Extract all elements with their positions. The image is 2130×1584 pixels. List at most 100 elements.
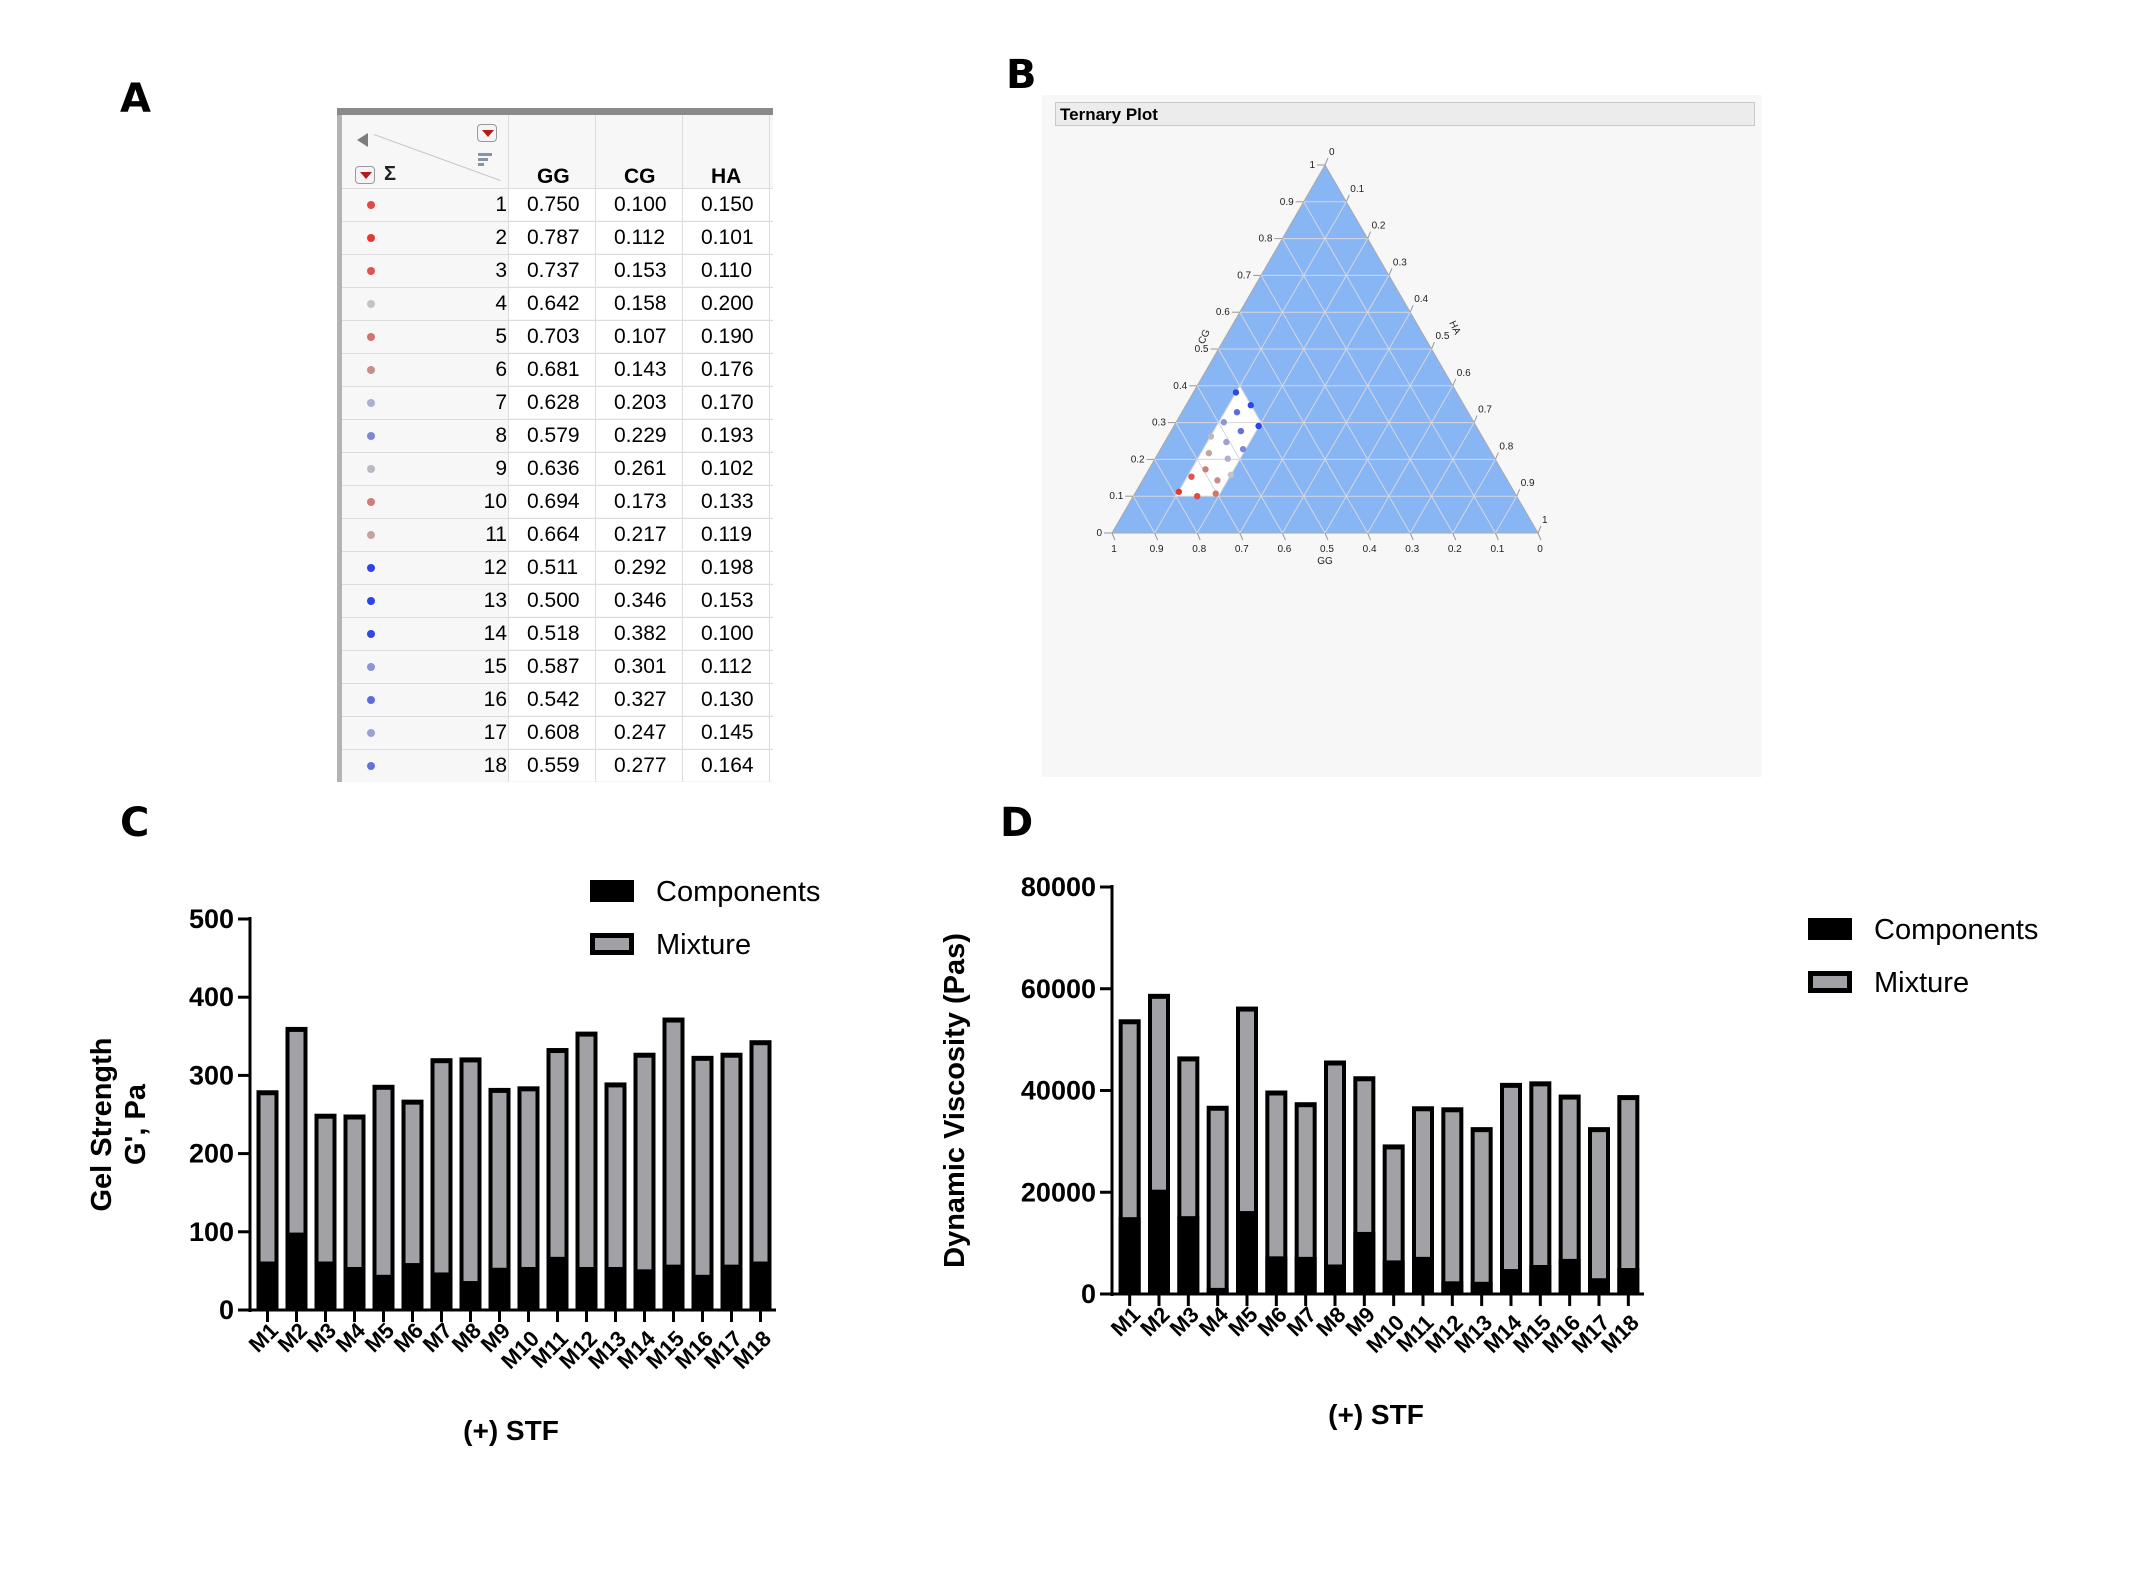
cell-ha[interactable]: 0.112 — [701, 655, 752, 678]
columns-menu-dropdown-icon[interactable] — [477, 124, 497, 142]
cell-gg[interactable]: 0.628 — [527, 391, 580, 414]
cell-gg[interactable]: 0.737 — [527, 259, 580, 282]
cell-gg[interactable]: 0.579 — [527, 424, 580, 447]
table-row[interactable]: 14 0.518 0.382 0.100 — [342, 618, 773, 651]
collapse-arrow-icon[interactable] — [357, 133, 368, 147]
cell-gg[interactable]: 0.703 — [527, 325, 580, 348]
cell-gg[interactable]: 0.587 — [527, 655, 580, 678]
cell-cg[interactable]: 0.217 — [614, 523, 667, 546]
bar-components — [575, 1266, 598, 1310]
cell-gg[interactable]: 0.511 — [527, 556, 578, 579]
column-header-ha[interactable]: HA — [711, 165, 742, 188]
rows-menu-dropdown-icon[interactable] — [355, 166, 375, 184]
cell-gg[interactable]: 0.559 — [527, 754, 580, 777]
cell-cg[interactable]: 0.382 — [614, 622, 667, 645]
cell-cg[interactable]: 0.153 — [614, 259, 667, 282]
table-row[interactable]: 5 0.703 0.107 0.190 — [342, 321, 773, 354]
column-header-cg[interactable]: CG — [624, 165, 656, 188]
table-row[interactable]: 9 0.636 0.261 0.102 — [342, 453, 773, 486]
gel-strength-chart: 0100200300400500M1M2M3M4M5M6M7M8M9M10M11… — [86, 876, 820, 1446]
cell-cg[interactable]: 0.173 — [614, 490, 667, 513]
table-row[interactable]: 13 0.500 0.346 0.153 — [342, 585, 773, 618]
cell-gg[interactable]: 0.750 — [527, 193, 580, 216]
y-axis-title: Dynamic Viscosity (Pas) — [939, 933, 971, 1268]
tick-gg — [1324, 532, 1329, 541]
tick-gg — [1239, 532, 1244, 541]
cell-gg[interactable]: 0.608 — [527, 721, 580, 744]
y-tick-label: 80000 — [1021, 872, 1096, 902]
column-header-gg[interactable]: GG — [537, 165, 570, 188]
tick-label-ha: 0.5 — [1436, 331, 1450, 342]
cell-cg[interactable]: 0.112 — [614, 226, 665, 249]
ternary-point — [1207, 433, 1215, 440]
bar-components — [517, 1266, 540, 1310]
table-row[interactable]: 12 0.511 0.292 0.198 — [342, 552, 773, 585]
cell-ha[interactable]: 0.200 — [701, 292, 754, 315]
table-row[interactable]: 18 0.559 0.277 0.164 — [342, 750, 773, 782]
bar-mixture — [1592, 1132, 1606, 1294]
cell-cg[interactable]: 0.107 — [614, 325, 667, 348]
table-row[interactable]: 1 0.750 0.100 0.150 — [342, 189, 773, 222]
table-row[interactable]: 4 0.642 0.158 0.200 — [342, 288, 773, 321]
cell-ha[interactable]: 0.193 — [701, 424, 754, 447]
cell-ha[interactable]: 0.198 — [701, 556, 754, 579]
table-row[interactable]: 2 0.787 0.112 0.101 — [342, 222, 773, 255]
cell-cg[interactable]: 0.261 — [614, 457, 667, 480]
table-row[interactable]: 10 0.694 0.173 0.133 — [342, 486, 773, 519]
cell-cg[interactable]: 0.229 — [614, 424, 667, 447]
tick-label-ha: 0.8 — [1499, 441, 1513, 452]
cell-cg[interactable]: 0.143 — [614, 358, 667, 381]
cell-gg[interactable]: 0.636 — [527, 457, 580, 480]
table-row[interactable]: 11 0.664 0.217 0.119 — [342, 519, 773, 552]
cell-cg[interactable]: 0.158 — [614, 292, 667, 315]
cell-gg[interactable]: 0.500 — [527, 589, 580, 612]
table-row[interactable]: 6 0.681 0.143 0.176 — [342, 354, 773, 387]
data-table: Σ GG CG HA 1 0.750 0.100 0.150 2 0.787 0.112 0.… — [337, 108, 773, 782]
tick-gg — [1494, 532, 1499, 541]
cell-ha[interactable]: 0.133 — [701, 490, 754, 513]
cell-ha[interactable]: 0.145 — [701, 721, 754, 744]
table-row[interactable]: 3 0.737 0.153 0.110 — [342, 255, 773, 288]
row-data-area — [508, 519, 773, 550]
cell-ha[interactable]: 0.170 — [701, 391, 754, 414]
cell-cg[interactable]: 0.247 — [614, 721, 667, 744]
cell-ha[interactable]: 0.101 — [701, 226, 754, 249]
cell-ha[interactable]: 0.150 — [701, 193, 754, 216]
cell-cg[interactable]: 0.292 — [614, 556, 667, 579]
tick-label-cg: 0.2 — [1131, 454, 1145, 465]
row-data-area — [508, 486, 773, 517]
cell-ha[interactable]: 0.102 — [701, 457, 754, 480]
cell-cg[interactable]: 0.346 — [614, 589, 667, 612]
cell-ha[interactable]: 0.119 — [701, 523, 752, 546]
cell-ha[interactable]: 0.110 — [701, 259, 752, 282]
row-data-area — [508, 585, 773, 616]
table-row[interactable]: 7 0.628 0.203 0.170 — [342, 387, 773, 420]
cell-ha[interactable]: 0.164 — [701, 754, 754, 777]
table-row[interactable]: 17 0.608 0.247 0.145 — [342, 717, 773, 750]
table-row[interactable]: 15 0.587 0.301 0.112 — [342, 651, 773, 684]
ternary-title-bar[interactable]: Ternary Plot — [1055, 102, 1755, 126]
grid-line-gg — [1154, 459, 1198, 534]
cell-ha[interactable]: 0.100 — [701, 622, 754, 645]
cell-cg[interactable]: 0.327 — [614, 688, 667, 711]
cell-cg[interactable]: 0.203 — [614, 391, 667, 414]
cell-ha[interactable]: 0.130 — [701, 688, 754, 711]
sort-icon[interactable] — [478, 153, 492, 171]
cell-gg[interactable]: 0.642 — [527, 292, 580, 315]
cell-cg[interactable]: 0.100 — [614, 193, 667, 216]
cell-cg[interactable]: 0.301 — [614, 655, 667, 678]
cell-cg[interactable]: 0.277 — [614, 754, 667, 777]
cell-gg[interactable]: 0.542 — [527, 688, 580, 711]
cell-ha[interactable]: 0.153 — [701, 589, 754, 612]
cell-gg[interactable]: 0.681 — [527, 358, 580, 381]
table-row[interactable]: 8 0.579 0.229 0.193 — [342, 420, 773, 453]
cell-ha[interactable]: 0.190 — [701, 325, 754, 348]
cell-gg[interactable]: 0.664 — [527, 523, 580, 546]
cell-ha[interactable]: 0.176 — [701, 358, 754, 381]
bar-components — [1558, 1258, 1581, 1294]
table-row[interactable]: 16 0.542 0.327 0.130 — [342, 684, 773, 717]
cell-gg[interactable]: 0.787 — [527, 226, 580, 249]
cell-gg[interactable]: 0.694 — [527, 490, 580, 513]
tick-label-cg: 0.1 — [1109, 491, 1123, 502]
cell-gg[interactable]: 0.518 — [527, 622, 580, 645]
